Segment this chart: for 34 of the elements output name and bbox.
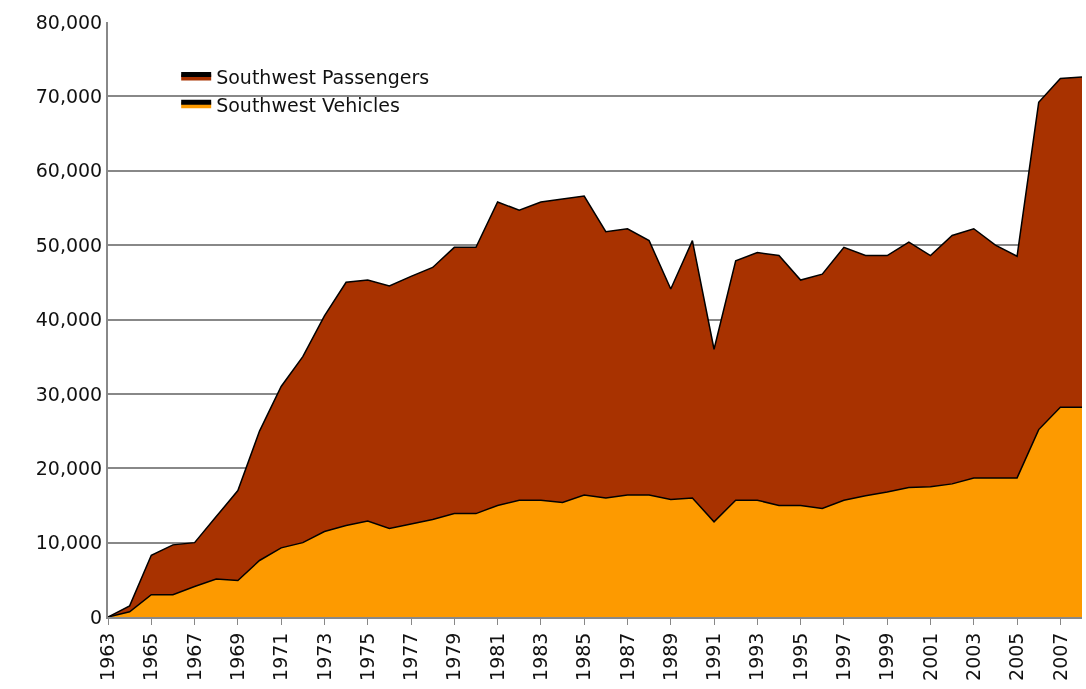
y-tick-label: 70,000 [35, 85, 103, 108]
x-tick-label: 1993 [745, 632, 768, 681]
y-tick-label: 50,000 [35, 233, 103, 256]
x-tick-label: 1967 [182, 632, 205, 681]
y-tick-label: 30,000 [35, 382, 103, 405]
x-tick-label: 1999 [875, 632, 898, 681]
y-tick-label: 60,000 [35, 159, 103, 182]
y-tick-label: 10,000 [35, 531, 103, 554]
x-tick-label: 2007 [1048, 632, 1071, 681]
x-tick-label: 1965 [139, 632, 162, 681]
x-tick-label: 1975 [355, 632, 378, 681]
y-tick-label: 20,000 [35, 456, 103, 479]
x-tick-label: 2003 [961, 632, 984, 681]
x-tick-label: 1989 [658, 632, 681, 681]
x-tick-label: 1973 [312, 632, 335, 681]
x-tick-label: 1983 [529, 632, 552, 681]
legend-label: Southwest Vehicles [216, 93, 400, 116]
x-tick-label: 1971 [269, 632, 292, 681]
x-tick-label: 2005 [1005, 632, 1028, 681]
x-tick-label: 1991 [702, 632, 725, 681]
x-tick-label: 1977 [399, 632, 422, 681]
x-tick-label: 2001 [918, 632, 941, 681]
x-tick-label: 1969 [226, 632, 249, 681]
x-tick-label: 1997 [832, 632, 855, 681]
y-tick-label: 40,000 [35, 308, 103, 331]
legend-label: Southwest Passengers [216, 65, 430, 88]
x-tick-label: 1979 [442, 632, 465, 681]
x-tick-label: 1985 [572, 632, 595, 681]
x-tick-label: 1995 [788, 632, 811, 681]
x-tick-label: 1963 [96, 632, 119, 681]
y-tick-label: 80,000 [35, 10, 103, 33]
x-tick-label: 1987 [615, 632, 638, 681]
y-tick-label: 0 [90, 605, 103, 628]
x-tick-label: 1981 [485, 632, 508, 681]
